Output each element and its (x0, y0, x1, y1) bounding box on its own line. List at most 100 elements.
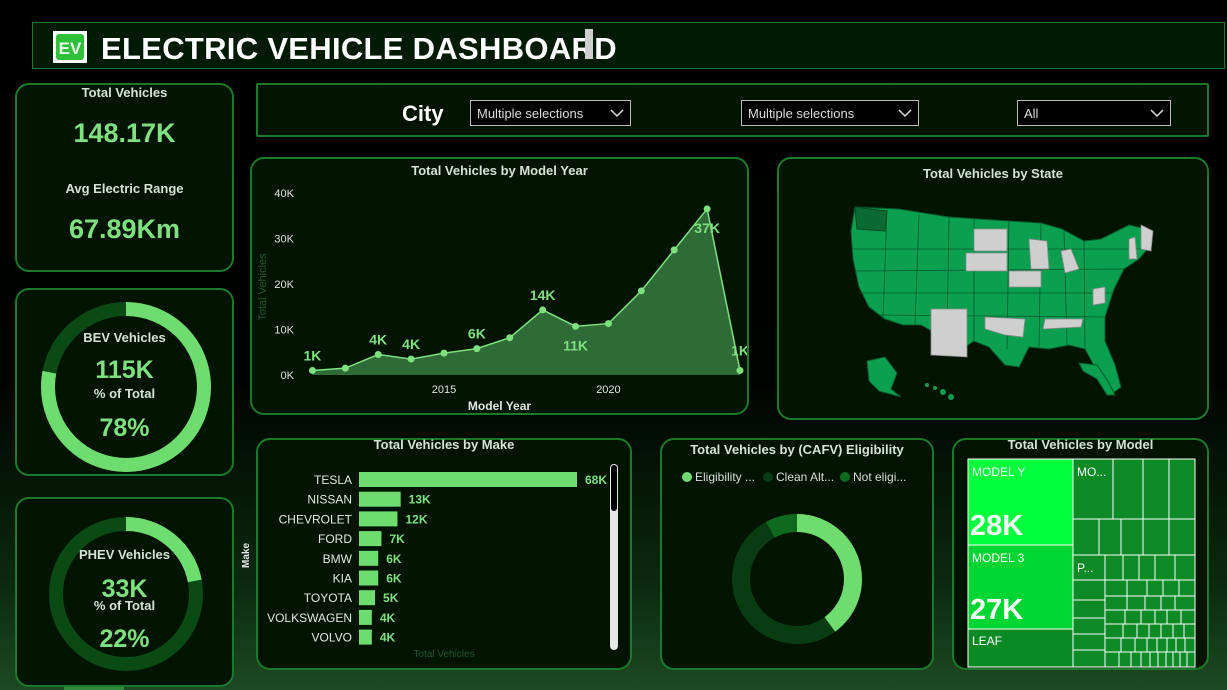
model-year-point (572, 322, 580, 330)
make-scrollbar[interactable] (610, 464, 618, 650)
legend-label-not-eligible: Not eligi... (853, 470, 907, 484)
model-year-data-label: 4K (369, 332, 387, 348)
cafv-legend-not-eligible[interactable]: Not eligi... (840, 470, 906, 484)
model-treemap-card[interactable]: Total Vehicles by Model (952, 437, 1209, 670)
model-year-y-axis-title: Total Vehicles (257, 253, 269, 321)
header-bar: EV ELECTRIC VEHICLE DASHBOARD (32, 22, 1225, 69)
legend-dot (763, 472, 773, 482)
state-hawaii (925, 383, 954, 400)
phev-value: 33K (101, 575, 148, 603)
treemap-label-p: P... (1077, 561, 1094, 575)
total-vehicles-label: Total Vehicles (81, 85, 168, 100)
treemap-tile-mo (1072, 458, 1114, 520)
state-florida (1078, 362, 1116, 396)
phev-donut (49, 517, 203, 671)
x-tick-label: 2020 (596, 384, 620, 396)
state-north-dakota (973, 228, 1008, 252)
make-bar (359, 550, 379, 566)
total-vehicles-value: 148.17K (73, 118, 176, 148)
state-maine (1140, 224, 1154, 252)
treemap-label-model-3: MODEL 3 (972, 551, 1025, 565)
us-state-map (850, 206, 1154, 400)
state-alaska (866, 356, 902, 398)
make-category-label: VOLVO (312, 631, 352, 645)
phev-pct-value: 22% (99, 625, 150, 653)
scroll-indicator (64, 687, 124, 690)
make-bar (359, 570, 379, 586)
model-year-chart-title: Total Vehicles by Model Year (411, 163, 588, 178)
treemap-label-model-y: MODEL Y (972, 465, 1026, 479)
make-chart-card[interactable]: Total Vehicles by Make TESLA 68K NISSAN 13K… (241, 437, 632, 670)
legend-dot (840, 472, 850, 482)
legend-label-eligible: Eligibility ... (695, 470, 756, 484)
model-year-point (308, 366, 316, 374)
cafv-legend-eligible[interactable]: Eligibility ... (682, 470, 755, 484)
model-year-data-label: 14K (530, 287, 556, 303)
ev-logo: EV (53, 31, 87, 63)
x-tick-label: 2015 (432, 384, 456, 396)
y-tick-label: 30K (274, 234, 294, 246)
make-bar-value-label: 6K (386, 572, 402, 586)
legend-dot (682, 472, 692, 482)
treemap-value-model-y: 28K (970, 510, 1024, 542)
treemap-value-model-3: 27K (970, 594, 1024, 626)
bev-pct-label: % of Total (93, 386, 156, 401)
model-treemap (967, 458, 1196, 668)
model-treemap-title: Total Vehicles by Model (1007, 437, 1154, 452)
model-year-point (506, 334, 514, 342)
model-year-point (604, 320, 612, 328)
treemap-tile-leaf (967, 628, 1074, 668)
make-bar (359, 609, 372, 625)
filter-dropdown-3[interactable]: All (1017, 100, 1171, 126)
page-title: ELECTRIC VEHICLE DASHBOARD (101, 31, 617, 66)
kpi-card-phev[interactable]: PHEV Vehicles 33K % of Total 22% (15, 497, 234, 687)
model-year-point (407, 355, 415, 363)
state-wisconsin (1028, 238, 1050, 270)
city-dropdown[interactable]: Multiple selections (470, 100, 631, 126)
model-year-data-label: 1K (303, 347, 321, 363)
make-category-label: TOYOTA (304, 591, 352, 605)
make-bar (359, 511, 398, 527)
state-iowa (1008, 270, 1042, 288)
make-bar (359, 472, 577, 487)
state-new-mexico (930, 308, 968, 358)
make-bar (359, 491, 401, 507)
treemap-label-leaf: LEAF (972, 634, 1003, 648)
model-year-point (374, 351, 382, 359)
filter-dropdown-2[interactable]: Multiple selections (741, 100, 919, 126)
make-bar-chart: TESLA 68K NISSAN 13K CHEVROLET 12K FORD 7K BMW 6K… (267, 472, 607, 645)
kpi-card-bev[interactable]: BEV Vehicles 115K % of Total 78% (15, 288, 234, 476)
make-category-label: BMW (323, 552, 353, 566)
kpi-card-totals[interactable]: Total Vehicles 148.17K Avg Electric Rang… (15, 83, 234, 272)
phev-donut-arc (49, 517, 203, 671)
make-category-label: VOLKSWAGEN (267, 611, 352, 625)
filter-dropdown-3-value: All (1024, 106, 1039, 121)
model-year-chart-card[interactable]: Total Vehicles by Model Year 0K 10K 20K 30K… (250, 157, 749, 415)
cafv-chart-title: Total Vehicles by (CAFV) Eligibility (690, 442, 904, 457)
y-tick-label: 10K (274, 325, 294, 337)
legend-label-clean-alt: Clean Alt... (776, 470, 835, 484)
cafv-chart-card[interactable]: Total Vehicles by (CAFV) Eligibility Eli… (660, 438, 934, 670)
state-map-title: Total Vehicles by State (923, 166, 1063, 181)
treemap-tile-model-3 (967, 544, 1074, 630)
logo-text: EV (59, 39, 82, 58)
make-category-label: KIA (333, 572, 352, 586)
city-label: City (402, 101, 444, 126)
make-y-axis-title: Make (241, 542, 253, 569)
model-year-data-label: 11K (563, 337, 588, 353)
make-category-label: FORD (318, 532, 352, 546)
make-category-label: NISSAN (307, 493, 352, 507)
model-year-point (341, 364, 349, 372)
state-map-card[interactable]: Total Vehicles by State (777, 157, 1209, 420)
bev-donut (41, 302, 211, 472)
cafv-legend-clean-alt[interactable]: Clean Alt... (763, 470, 834, 484)
make-bar-value-label: 7K (389, 532, 405, 546)
avg-range-label: Avg Electric Range (65, 181, 184, 196)
model-year-point (637, 287, 645, 295)
make-x-axis-title: Total Vehicles (413, 649, 475, 660)
make-bar-value-label: 6K (386, 552, 402, 566)
state-oklahoma (984, 316, 1026, 338)
make-scrollbar-thumb[interactable] (611, 465, 617, 511)
model-year-point (539, 306, 547, 314)
make-bar-value-label: 12K (405, 512, 427, 526)
